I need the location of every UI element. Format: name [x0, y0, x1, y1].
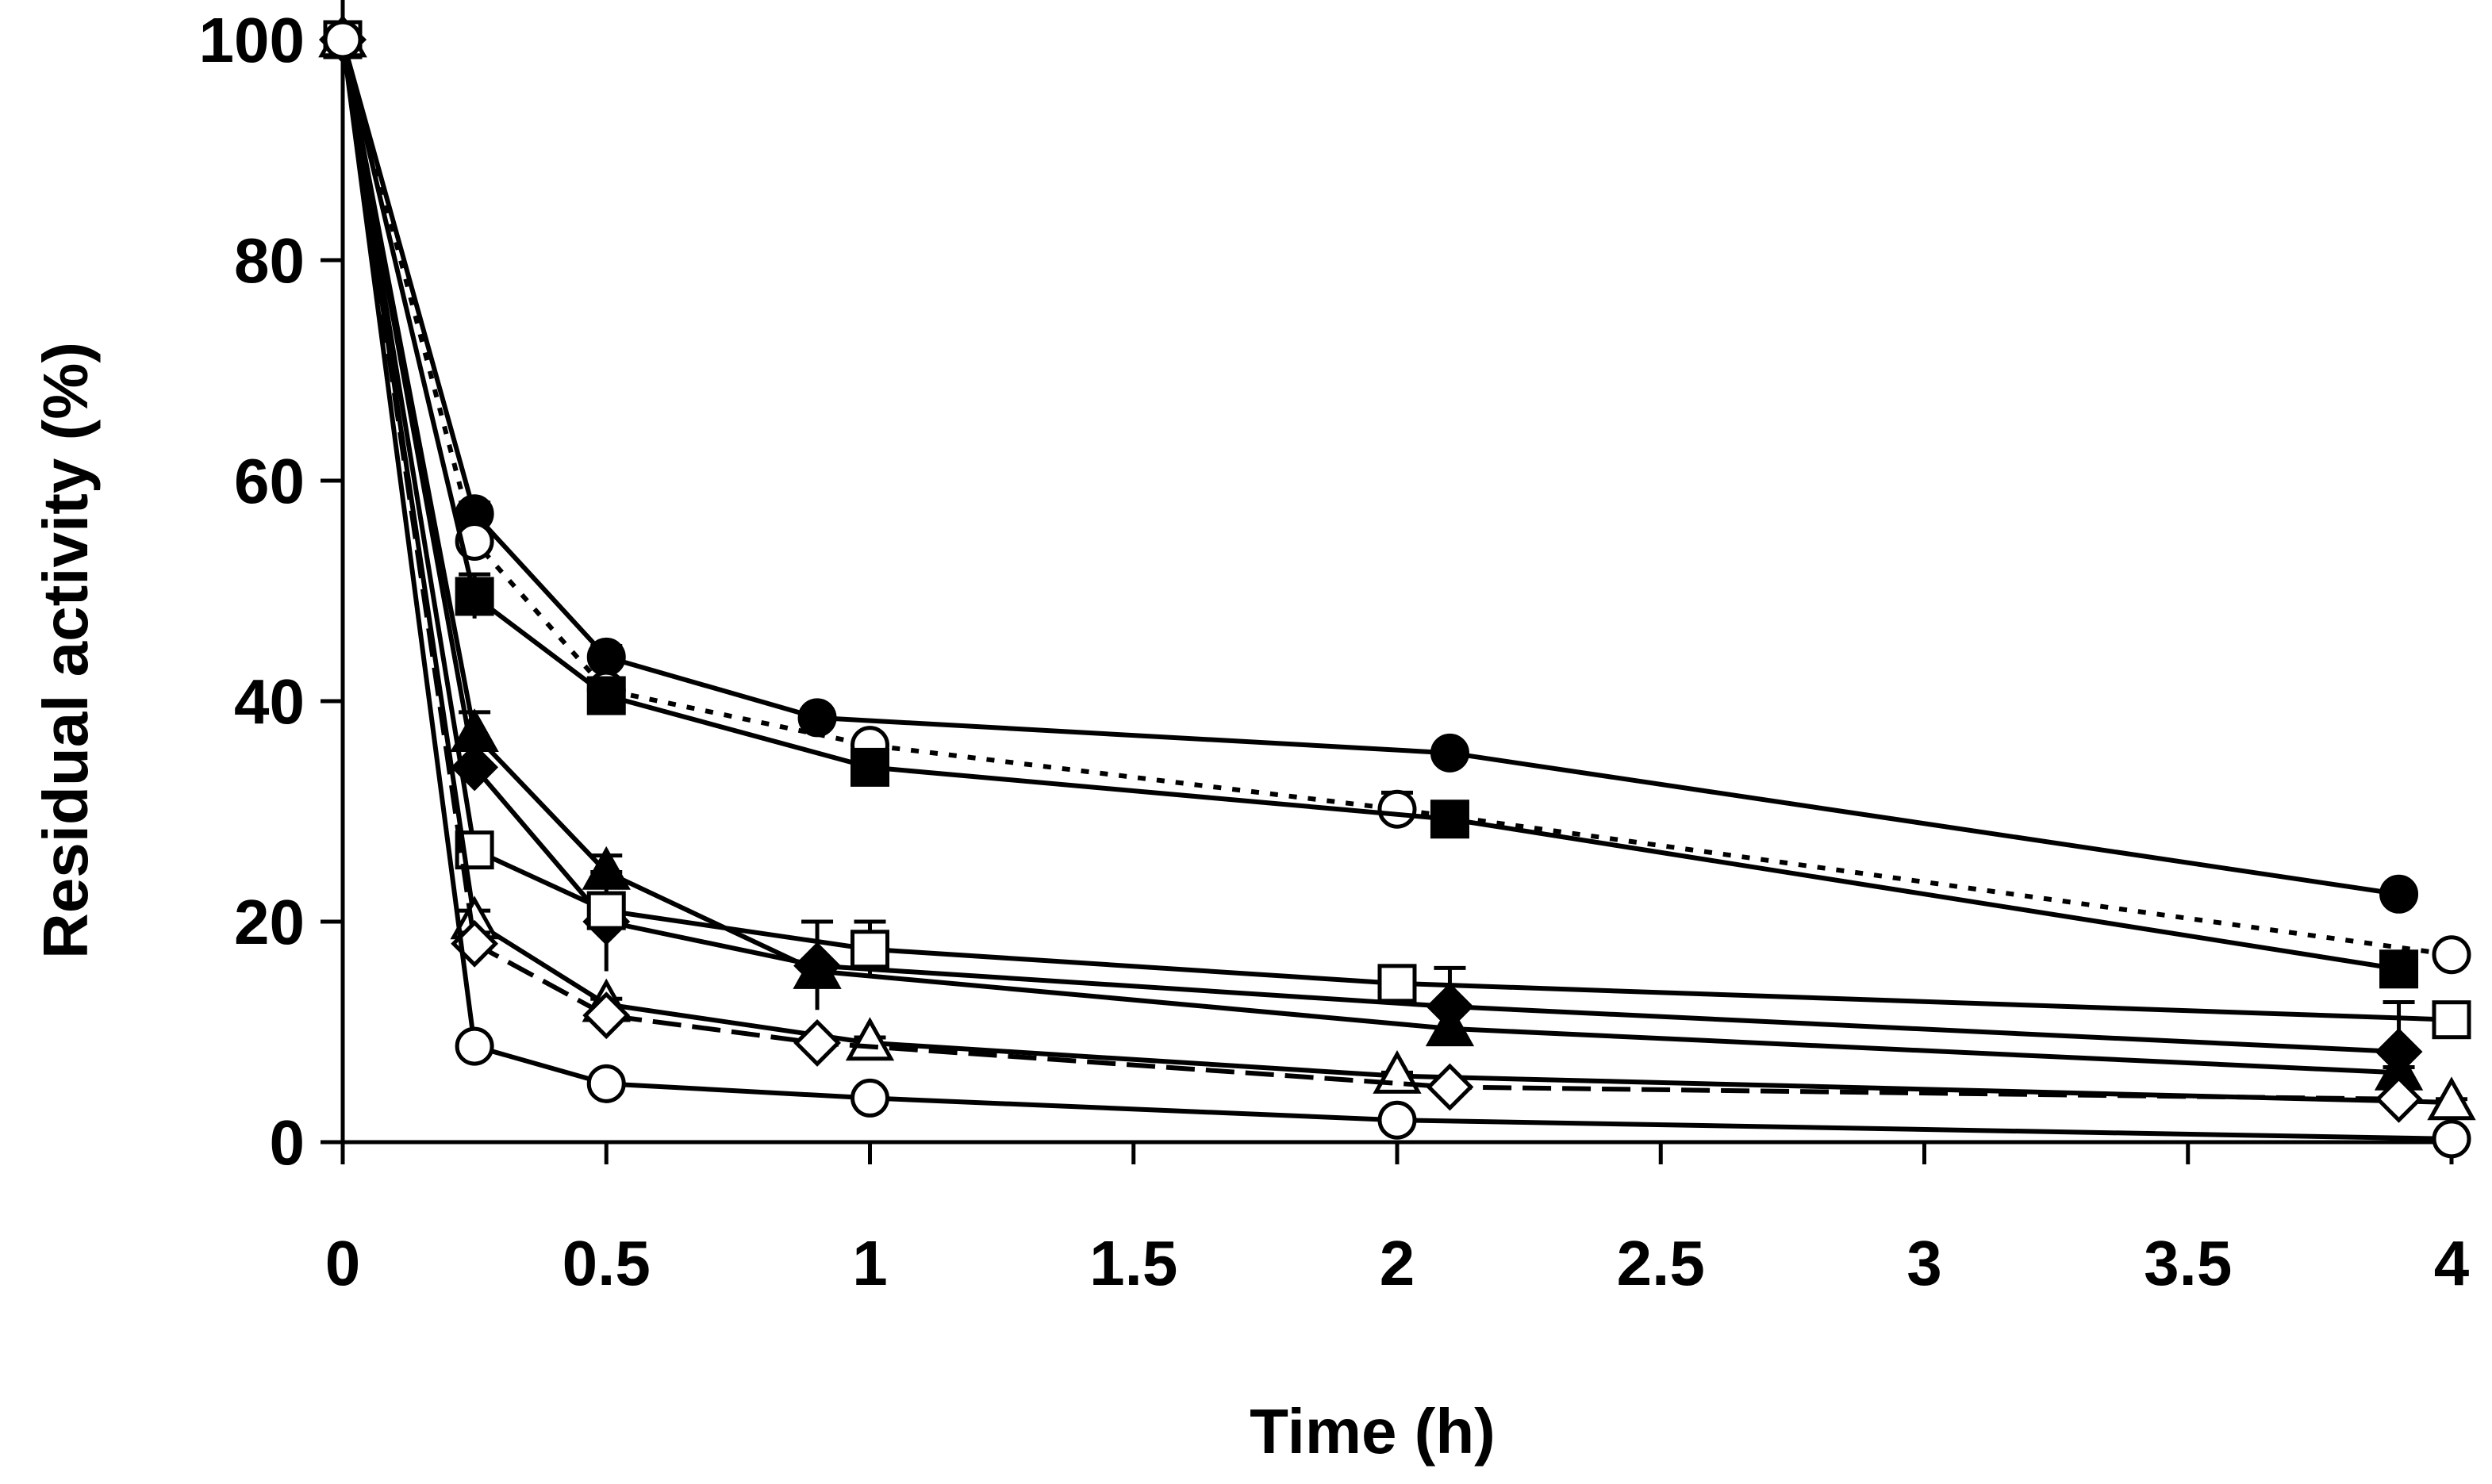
y-tick-label: 40 — [234, 666, 305, 737]
x-tick-label: 3 — [1906, 1228, 1942, 1298]
x-tick-label: 4 — [2434, 1228, 2470, 1298]
data-point — [582, 991, 631, 1040]
data-point — [1430, 733, 1469, 773]
series-3 — [323, 0, 2419, 989]
data-point — [455, 577, 494, 616]
x-tick-label: 2.5 — [1617, 1228, 1705, 1298]
data-point — [851, 1078, 889, 1118]
data-point — [845, 1017, 895, 1061]
data-point — [2379, 874, 2419, 914]
data-point — [1377, 964, 1417, 1003]
x-tick-label: 1 — [852, 1228, 888, 1298]
data-point — [1426, 1063, 1474, 1111]
x-tick-label: 2 — [1380, 1228, 1415, 1298]
data-point — [2432, 1000, 2471, 1040]
x-tick-label: 0 — [325, 1228, 361, 1298]
series-8 — [319, 0, 2423, 1123]
series-layer — [318, 0, 2476, 1159]
series-9 — [323, 0, 2471, 1159]
series-5 — [319, 0, 2423, 1102]
y-tick-label: 80 — [234, 225, 305, 296]
y-tick-label: 20 — [234, 887, 305, 957]
series-line — [340, 39, 2452, 1022]
data-point — [586, 637, 626, 677]
series-7 — [318, 0, 2476, 1121]
series-4 — [318, 0, 2424, 1091]
series-line — [340, 39, 2452, 1141]
series-line — [340, 39, 2399, 1055]
y-tick-label: 100 — [199, 5, 305, 75]
data-point — [586, 676, 626, 715]
data-point — [2427, 1076, 2476, 1121]
data-point — [323, 20, 363, 59]
series-line — [340, 39, 2399, 897]
x-tick-label: 0.5 — [563, 1228, 651, 1298]
data-point — [1430, 800, 1469, 839]
data-point — [2379, 949, 2419, 989]
x-axis-title: Time (h) — [1250, 1396, 1496, 1467]
x-tick-label: 3.5 — [2144, 1228, 2232, 1298]
data-point — [851, 930, 889, 969]
data-point — [2432, 1119, 2471, 1159]
data-point — [1377, 1100, 1417, 1140]
data-point — [793, 1018, 841, 1067]
data-point — [2375, 1075, 2423, 1123]
y-tick-label: 0 — [270, 1107, 305, 1178]
series-line — [340, 39, 2399, 1076]
series-line — [340, 39, 2452, 957]
data-point — [1426, 983, 1474, 1030]
data-point — [2375, 1028, 2423, 1076]
y-tick-label: 60 — [234, 446, 305, 516]
data-point — [793, 941, 841, 990]
series-6 — [323, 0, 2471, 1040]
series-line — [340, 39, 2399, 1102]
data-point — [851, 747, 889, 787]
data-point — [1377, 789, 1417, 829]
data-point — [455, 1026, 494, 1066]
series-2 — [323, 0, 2471, 975]
y-axis-title: Residual activity (%) — [30, 342, 101, 959]
data-point — [586, 891, 626, 930]
data-point — [586, 1064, 626, 1103]
x-tick-label: 1.5 — [1089, 1228, 1177, 1298]
data-point — [2432, 935, 2471, 975]
series-line — [340, 39, 2452, 1105]
series-line — [340, 39, 2400, 972]
series-1 — [323, 0, 2419, 914]
